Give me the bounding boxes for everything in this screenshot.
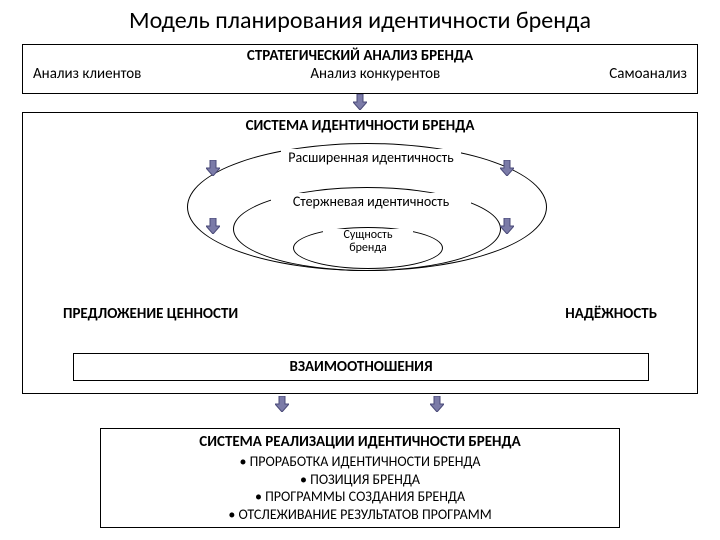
analysis-box: СТРАТЕГИЧЕСКИЙ АНАЛИЗ БРЕНДА Анализ клие…	[22, 44, 698, 94]
implementation-box: СИСТЕМА РЕАЛИЗАЦИИ ИДЕНТИЧНОСТИ БРЕНДА •…	[100, 428, 620, 528]
arrow-down-icon	[353, 94, 367, 110]
arrow-down-icon	[500, 218, 514, 234]
relations-box: ВЗАИМООТНОШЕНИЯ	[73, 353, 649, 381]
impl-bullet-2: • ПОЗИЦИЯ БРЕНДА	[111, 471, 609, 489]
analysis-right: Самоанализ	[609, 65, 687, 83]
impl-heading: СИСТЕМА РЕАЛИЗАЦИИ ИДЕНТИЧНОСТИ БРЕНДА	[111, 433, 609, 451]
impl-bullet-4: • ОТСЛЕЖИВАНИЕ РЕЗУЛЬТАТОВ ПРОГРАММ	[111, 506, 609, 524]
impl-list: • ПРОРАБОТКА ИДЕНТИЧНОСТИ БРЕНДА • ПОЗИЦ…	[111, 453, 609, 523]
arrow-down-icon	[206, 160, 220, 176]
analysis-center: Анализ конкурентов	[310, 65, 440, 83]
value-left: ПРЕДЛОЖЕНИЕ ЦЕННОСТИ	[63, 305, 238, 323]
identity-heading: СИСТЕМА ИДЕНТИЧНОСТИ БРЕНДА	[23, 117, 697, 135]
label-outer: Расширенная идентичность	[281, 149, 461, 166]
analysis-heading: СТРАТЕГИЧЕСКИЙ АНАЛИЗ БРЕНДА	[33, 47, 687, 65]
arrow-down-icon	[500, 160, 514, 176]
impl-bullet-1: • ПРОРАБОТКА ИДЕНТИЧНОСТИ БРЕНДА	[111, 453, 609, 471]
analysis-row: Анализ клиентов Анализ конкурентов Самоа…	[33, 65, 687, 83]
arrow-down-icon	[206, 218, 220, 234]
arrow-down-icon	[275, 396, 289, 412]
analysis-left: Анализ клиентов	[33, 65, 141, 83]
value-row: ПРЕДЛОЖЕНИЕ ЦЕННОСТИ НАДЁЖНОСТЬ	[23, 305, 697, 323]
impl-bullet-3: • ПРОГРАММЫ СОЗДАНИЯ БРЕНДА	[111, 488, 609, 506]
arrow-down-icon	[430, 396, 444, 412]
identity-box: СИСТЕМА ИДЕНТИЧНОСТИ БРЕНДА Расширенная …	[22, 112, 698, 394]
label-mid: Стержневая идентичность	[271, 193, 471, 210]
value-right: НАДЁЖНОСТЬ	[565, 305, 657, 323]
page-title: Модель планирования идентичности бренда	[0, 6, 720, 35]
label-inner: Сущность бренда	[323, 229, 413, 255]
